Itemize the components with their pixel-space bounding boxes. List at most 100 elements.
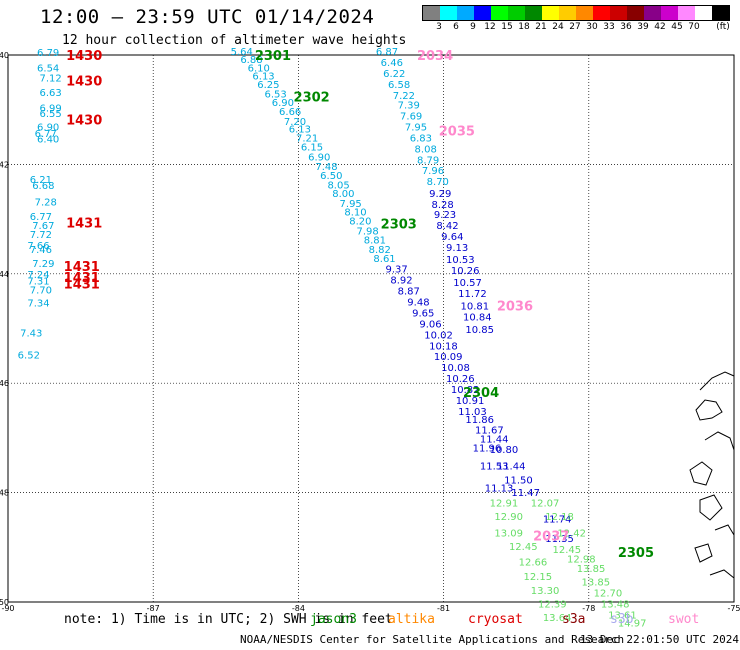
legend-swatch bbox=[491, 6, 508, 20]
wave-height-label: 7.67 bbox=[32, 221, 54, 232]
footer-note: note: 1) Time is in UTC; 2) SWH is in fe… bbox=[64, 612, 393, 627]
legend-swatch bbox=[593, 6, 610, 20]
wave-height-label: 13.30 bbox=[531, 586, 560, 597]
wave-height-label: 11.86 bbox=[465, 415, 494, 426]
wave-height-label: 6.54 bbox=[37, 63, 59, 74]
legend-swatch bbox=[423, 6, 440, 20]
wave-height-label: 8.10 bbox=[344, 207, 366, 218]
wave-height-label: 6.90 bbox=[37, 122, 59, 133]
lat-tick-label: 48 bbox=[0, 489, 9, 498]
wave-height-label: 10.18 bbox=[429, 341, 458, 352]
wave-height-label: 10.08 bbox=[441, 363, 470, 374]
legend-swatch bbox=[440, 6, 457, 20]
wave-height-label: 11.13 bbox=[485, 484, 514, 495]
wave-height-label: 13.48 bbox=[601, 599, 630, 610]
wave-height-label: 6.21 bbox=[30, 175, 52, 186]
wave-height-label: 6.58 bbox=[388, 80, 410, 91]
legend-swatch bbox=[542, 6, 559, 20]
lon-tick-label: -87 bbox=[147, 604, 160, 613]
wave-height-label: 8.79 bbox=[417, 155, 439, 166]
wave-height-label: 12.07 bbox=[531, 498, 560, 509]
lon-tick-label: -75 bbox=[727, 604, 740, 613]
wave-height-label: 8.00 bbox=[332, 189, 354, 200]
wave-height-label: 10.57 bbox=[453, 278, 482, 289]
wave-height-label: 13.64 bbox=[543, 613, 572, 624]
wave-height-label: 10.80 bbox=[490, 445, 519, 456]
legend-swatch bbox=[610, 6, 627, 20]
wave-height-label: 6.68 bbox=[32, 181, 54, 192]
wave-height-label: 8.70 bbox=[427, 177, 449, 188]
satellite-cryosat: cryosat bbox=[468, 612, 523, 627]
wave-height-label: 12.90 bbox=[494, 512, 523, 523]
wave-height-label: 10.82 bbox=[451, 385, 480, 396]
wave-height-label: 7.28 bbox=[35, 197, 57, 208]
map-frame bbox=[7, 54, 735, 603]
wave-height-label: 9.65 bbox=[412, 308, 434, 319]
wave-height-label: 8.42 bbox=[436, 221, 458, 232]
wave-height-label: 9.37 bbox=[386, 265, 408, 276]
wave-height-label: 11.67 bbox=[475, 426, 504, 437]
legend-label: 24 bbox=[552, 22, 564, 32]
wave-height-label: 7.12 bbox=[39, 73, 61, 84]
wave-height-label: 6.15 bbox=[301, 143, 323, 154]
legend-label: 12 bbox=[484, 22, 496, 32]
page-title: 12:00 — 23:59 UTC 01/14/2024 bbox=[40, 6, 375, 28]
wave-height-label: 8.87 bbox=[398, 287, 420, 298]
wave-height-label: 6.63 bbox=[39, 88, 61, 99]
wave-height-label: 13.61 bbox=[608, 610, 637, 621]
legend-label: 39 bbox=[637, 22, 649, 32]
legend-label: 30 bbox=[586, 22, 598, 32]
wave-height-label: 9.48 bbox=[407, 298, 429, 309]
legend-swatch bbox=[644, 6, 661, 20]
satellite-s3a: s3a bbox=[562, 612, 586, 627]
wave-height-label: 12.91 bbox=[490, 498, 519, 509]
pass-time-label: 2304 bbox=[463, 386, 499, 401]
wave-height-label: 11.53 bbox=[480, 462, 509, 473]
wave-height-label: 8.81 bbox=[364, 236, 386, 247]
wave-height-label: 6.66 bbox=[279, 107, 301, 118]
legend-label: 3 bbox=[436, 22, 442, 32]
lat-tick-label: 50 bbox=[0, 598, 9, 607]
wave-height-label: 7.96 bbox=[422, 166, 444, 177]
pass-time-label: 1431 bbox=[64, 278, 100, 293]
wave-height-label: 12.66 bbox=[519, 557, 548, 568]
legend-swatch bbox=[627, 6, 644, 20]
color-legend: 3 6 9 12 15 18 21 24 27 30 33 36 39 42 45 70 (ft) bbox=[422, 5, 730, 35]
wave-height-label: 8.08 bbox=[415, 144, 437, 155]
wave-height-label: 11.44 bbox=[497, 462, 526, 473]
legend-label: 42 bbox=[654, 22, 666, 32]
pass-time-label: 2034 bbox=[417, 49, 453, 64]
pass-time-label: 2303 bbox=[381, 218, 417, 233]
wave-height-label: 9.29 bbox=[429, 189, 451, 200]
wave-height-label: 7.31 bbox=[27, 277, 49, 288]
legend-label: 21 bbox=[535, 22, 547, 32]
wave-height-label: 6.99 bbox=[39, 103, 61, 114]
lon-tick-label: -84 bbox=[292, 604, 305, 613]
wave-height-label: 12.45 bbox=[553, 545, 582, 556]
legend-swatch bbox=[712, 6, 729, 20]
generation-timestamp: 13 Dec 22:01:50 UTC 2024 bbox=[580, 633, 739, 646]
wave-height-label: 14.97 bbox=[618, 619, 647, 630]
wave-height-label: 10.26 bbox=[451, 266, 480, 277]
legend-label: (ft) bbox=[716, 22, 730, 32]
legend-label: 70 bbox=[688, 22, 700, 32]
satellite-s3b: s3b bbox=[610, 612, 634, 627]
wave-height-label: 6.55 bbox=[39, 109, 61, 120]
wave-height-label: 10.53 bbox=[446, 255, 475, 266]
wave-height-label: 6.77 bbox=[30, 212, 52, 223]
pass-time-label: 2301 bbox=[255, 49, 291, 64]
wave-height-label: 7.20 bbox=[284, 117, 306, 128]
wave-height-label: 7.34 bbox=[27, 299, 49, 310]
legend-label: 36 bbox=[620, 22, 632, 32]
legend-swatch bbox=[576, 6, 593, 20]
legend-swatch bbox=[508, 6, 525, 20]
wave-height-label: 11.72 bbox=[458, 289, 487, 300]
wave-height-label: 12.18 bbox=[545, 512, 574, 523]
wave-height-label: 9.23 bbox=[434, 210, 456, 221]
legend-swatch bbox=[474, 6, 491, 20]
wave-height-label: 7.48 bbox=[315, 162, 337, 173]
wave-height-label: 8.20 bbox=[349, 217, 371, 228]
wave-height-label: 7.22 bbox=[393, 91, 415, 102]
wave-height-label: 9.06 bbox=[419, 319, 441, 330]
